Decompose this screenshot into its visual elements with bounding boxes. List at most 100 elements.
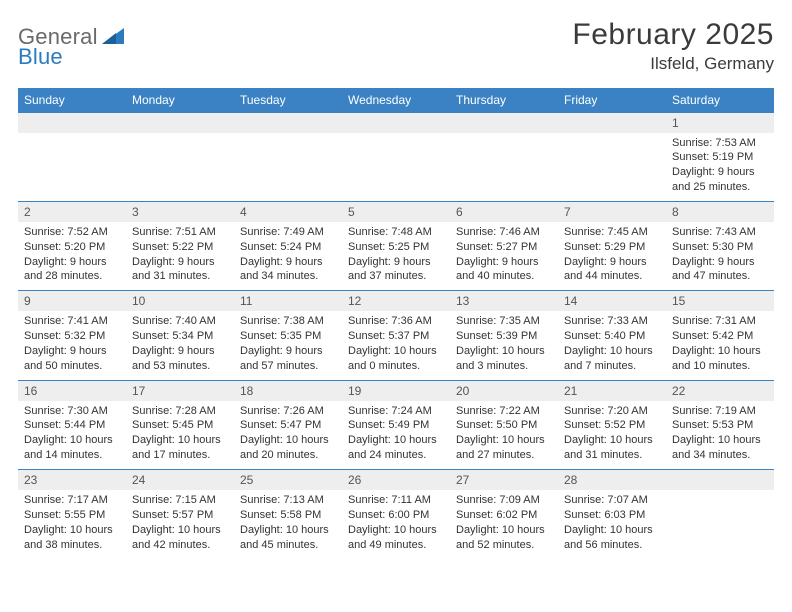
sunset-text: Sunset: 5:47 PM	[240, 418, 336, 433]
calendar-cell: 12Sunrise: 7:36 AMSunset: 5:37 PMDayligh…	[342, 291, 450, 380]
calendar-cell: 24Sunrise: 7:15 AMSunset: 5:57 PMDayligh…	[126, 470, 234, 559]
sunset-text: Sunset: 5:58 PM	[240, 508, 336, 523]
sunrise-text: Sunrise: 7:51 AM	[132, 225, 228, 240]
sunrise-text: Sunrise: 7:49 AM	[240, 225, 336, 240]
calendar-cell: 17Sunrise: 7:28 AMSunset: 5:45 PMDayligh…	[126, 380, 234, 469]
day-number: 17	[126, 381, 234, 401]
sunrise-text: Sunrise: 7:15 AM	[132, 493, 228, 508]
daylight-text: Daylight: 9 hours and 53 minutes.	[132, 344, 228, 374]
sunset-text: Sunset: 5:22 PM	[132, 240, 228, 255]
day-number: 21	[558, 381, 666, 401]
day-body: Sunrise: 7:38 AMSunset: 5:35 PMDaylight:…	[234, 311, 342, 379]
day-number: 9	[18, 291, 126, 311]
daylight-text: Daylight: 9 hours and 34 minutes.	[240, 255, 336, 285]
sunrise-text: Sunrise: 7:38 AM	[240, 314, 336, 329]
logo-triangle-icon	[102, 26, 124, 49]
sunset-text: Sunset: 5:27 PM	[456, 240, 552, 255]
calendar-week: 23Sunrise: 7:17 AMSunset: 5:55 PMDayligh…	[18, 470, 774, 559]
daylight-text: Daylight: 9 hours and 47 minutes.	[672, 255, 768, 285]
sunset-text: Sunset: 5:50 PM	[456, 418, 552, 433]
sunrise-text: Sunrise: 7:22 AM	[456, 404, 552, 419]
calendar-table: Sunday Monday Tuesday Wednesday Thursday…	[18, 88, 774, 558]
day-number: 5	[342, 202, 450, 222]
sunrise-text: Sunrise: 7:43 AM	[672, 225, 768, 240]
daylight-text: Daylight: 10 hours and 14 minutes.	[24, 433, 120, 463]
sunset-text: Sunset: 5:53 PM	[672, 418, 768, 433]
day-body: Sunrise: 7:26 AMSunset: 5:47 PMDaylight:…	[234, 401, 342, 469]
daylight-text: Daylight: 10 hours and 0 minutes.	[348, 344, 444, 374]
sunset-text: Sunset: 5:35 PM	[240, 329, 336, 344]
calendar-header-row: Sunday Monday Tuesday Wednesday Thursday…	[18, 88, 774, 113]
day-body: Sunrise: 7:13 AMSunset: 5:58 PMDaylight:…	[234, 490, 342, 558]
day-body: Sunrise: 7:48 AMSunset: 5:25 PMDaylight:…	[342, 222, 450, 290]
sunrise-text: Sunrise: 7:19 AM	[672, 404, 768, 419]
day-number: 1	[666, 113, 774, 133]
col-thursday: Thursday	[450, 88, 558, 113]
daylight-text: Daylight: 10 hours and 3 minutes.	[456, 344, 552, 374]
sunset-text: Sunset: 5:57 PM	[132, 508, 228, 523]
daylight-text: Daylight: 10 hours and 27 minutes.	[456, 433, 552, 463]
day-number: 4	[234, 202, 342, 222]
daylight-text: Daylight: 10 hours and 10 minutes.	[672, 344, 768, 374]
day-body: Sunrise: 7:43 AMSunset: 5:30 PMDaylight:…	[666, 222, 774, 290]
day-number-empty	[342, 113, 450, 133]
day-body: Sunrise: 7:17 AMSunset: 5:55 PMDaylight:…	[18, 490, 126, 558]
daylight-text: Daylight: 9 hours and 50 minutes.	[24, 344, 120, 374]
calendar-cell: 15Sunrise: 7:31 AMSunset: 5:42 PMDayligh…	[666, 291, 774, 380]
sunset-text: Sunset: 5:44 PM	[24, 418, 120, 433]
daylight-text: Daylight: 9 hours and 37 minutes.	[348, 255, 444, 285]
sunset-text: Sunset: 5:55 PM	[24, 508, 120, 523]
daylight-text: Daylight: 9 hours and 25 minutes.	[672, 165, 768, 195]
sunrise-text: Sunrise: 7:46 AM	[456, 225, 552, 240]
sunrise-text: Sunrise: 7:48 AM	[348, 225, 444, 240]
daylight-text: Daylight: 10 hours and 52 minutes.	[456, 523, 552, 553]
day-number: 20	[450, 381, 558, 401]
day-number: 6	[450, 202, 558, 222]
sunrise-text: Sunrise: 7:07 AM	[564, 493, 660, 508]
sunset-text: Sunset: 5:20 PM	[24, 240, 120, 255]
calendar-cell: 11Sunrise: 7:38 AMSunset: 5:35 PMDayligh…	[234, 291, 342, 380]
sunset-text: Sunset: 6:02 PM	[456, 508, 552, 523]
sunrise-text: Sunrise: 7:11 AM	[348, 493, 444, 508]
calendar-cell: 5Sunrise: 7:48 AMSunset: 5:25 PMDaylight…	[342, 201, 450, 290]
calendar-cell	[126, 113, 234, 202]
sunrise-text: Sunrise: 7:53 AM	[672, 136, 768, 151]
sunset-text: Sunset: 5:25 PM	[348, 240, 444, 255]
sunset-text: Sunset: 5:34 PM	[132, 329, 228, 344]
day-number: 16	[18, 381, 126, 401]
day-body: Sunrise: 7:11 AMSunset: 6:00 PMDaylight:…	[342, 490, 450, 558]
day-number: 23	[18, 470, 126, 490]
calendar-cell: 9Sunrise: 7:41 AMSunset: 5:32 PMDaylight…	[18, 291, 126, 380]
calendar-cell: 6Sunrise: 7:46 AMSunset: 5:27 PMDaylight…	[450, 201, 558, 290]
logo-word2: Blue	[18, 44, 63, 69]
calendar-cell	[18, 113, 126, 202]
col-wednesday: Wednesday	[342, 88, 450, 113]
calendar-week: 16Sunrise: 7:30 AMSunset: 5:44 PMDayligh…	[18, 380, 774, 469]
calendar-cell: 18Sunrise: 7:26 AMSunset: 5:47 PMDayligh…	[234, 380, 342, 469]
day-number: 28	[558, 470, 666, 490]
sunrise-text: Sunrise: 7:28 AM	[132, 404, 228, 419]
daylight-text: Daylight: 10 hours and 20 minutes.	[240, 433, 336, 463]
calendar-cell: 16Sunrise: 7:30 AMSunset: 5:44 PMDayligh…	[18, 380, 126, 469]
day-number: 10	[126, 291, 234, 311]
col-friday: Friday	[558, 88, 666, 113]
daylight-text: Daylight: 9 hours and 28 minutes.	[24, 255, 120, 285]
day-number-empty	[126, 113, 234, 133]
day-number: 26	[342, 470, 450, 490]
col-monday: Monday	[126, 88, 234, 113]
col-saturday: Saturday	[666, 88, 774, 113]
day-body: Sunrise: 7:09 AMSunset: 6:02 PMDaylight:…	[450, 490, 558, 558]
day-number-empty	[18, 113, 126, 133]
day-number: 7	[558, 202, 666, 222]
calendar-week: 9Sunrise: 7:41 AMSunset: 5:32 PMDaylight…	[18, 291, 774, 380]
sunset-text: Sunset: 6:00 PM	[348, 508, 444, 523]
calendar-cell: 21Sunrise: 7:20 AMSunset: 5:52 PMDayligh…	[558, 380, 666, 469]
location-label: Ilsfeld, Germany	[572, 54, 774, 74]
day-number: 11	[234, 291, 342, 311]
day-body: Sunrise: 7:31 AMSunset: 5:42 PMDaylight:…	[666, 311, 774, 379]
calendar-cell: 19Sunrise: 7:24 AMSunset: 5:49 PMDayligh…	[342, 380, 450, 469]
day-body: Sunrise: 7:52 AMSunset: 5:20 PMDaylight:…	[18, 222, 126, 290]
calendar-cell: 22Sunrise: 7:19 AMSunset: 5:53 PMDayligh…	[666, 380, 774, 469]
day-number: 13	[450, 291, 558, 311]
calendar-cell: 13Sunrise: 7:35 AMSunset: 5:39 PMDayligh…	[450, 291, 558, 380]
